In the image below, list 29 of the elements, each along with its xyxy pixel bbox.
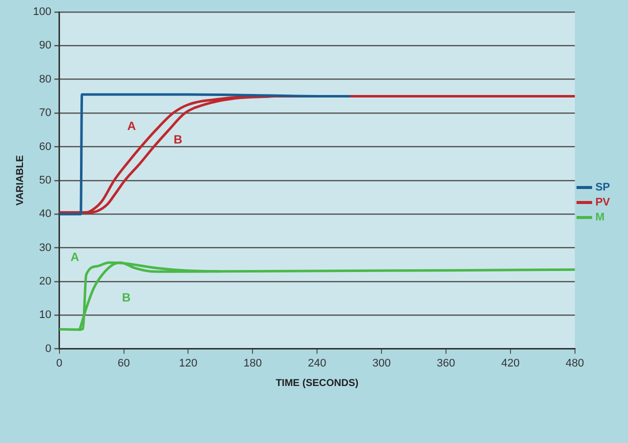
y-tick-label: 0 (45, 342, 52, 355)
x-tick-label: 60 (118, 357, 130, 370)
annotation: B (122, 290, 132, 305)
x-tick-label: 480 (566, 357, 584, 370)
y-tick-label: 90 (39, 40, 52, 52)
y-tick-label: 100 (32, 6, 52, 18)
annotation: B (174, 132, 183, 146)
legend-label: M (595, 212, 604, 224)
x-tick-label: 420 (501, 357, 520, 370)
x-tick-label: 120 (179, 357, 198, 370)
y-axis-title: VARIABLE (14, 154, 26, 206)
x-tick-label: 240 (308, 357, 326, 370)
annotation: A (70, 250, 80, 264)
annotation: A (127, 118, 136, 133)
x-tick-label: 180 (243, 357, 262, 370)
y-tick-label: 50 (39, 174, 52, 186)
y-tick-label: 80 (39, 73, 52, 86)
x-tick-label: 300 (372, 357, 391, 370)
x-axis-title: TIME (SECONDS) (276, 378, 358, 389)
x-tick-label: 0 (56, 357, 62, 370)
y-tick-label: 40 (39, 208, 52, 220)
legend-label: SP (595, 182, 610, 194)
y-tick-label: 60 (39, 140, 52, 153)
y-tick-label: 10 (39, 309, 52, 322)
legend-label: PV (595, 196, 611, 209)
y-tick-label: 30 (39, 242, 52, 254)
x-tick-label: 360 (436, 357, 456, 370)
y-tick-label: 20 (39, 275, 52, 288)
y-tick-label: 70 (39, 107, 52, 120)
